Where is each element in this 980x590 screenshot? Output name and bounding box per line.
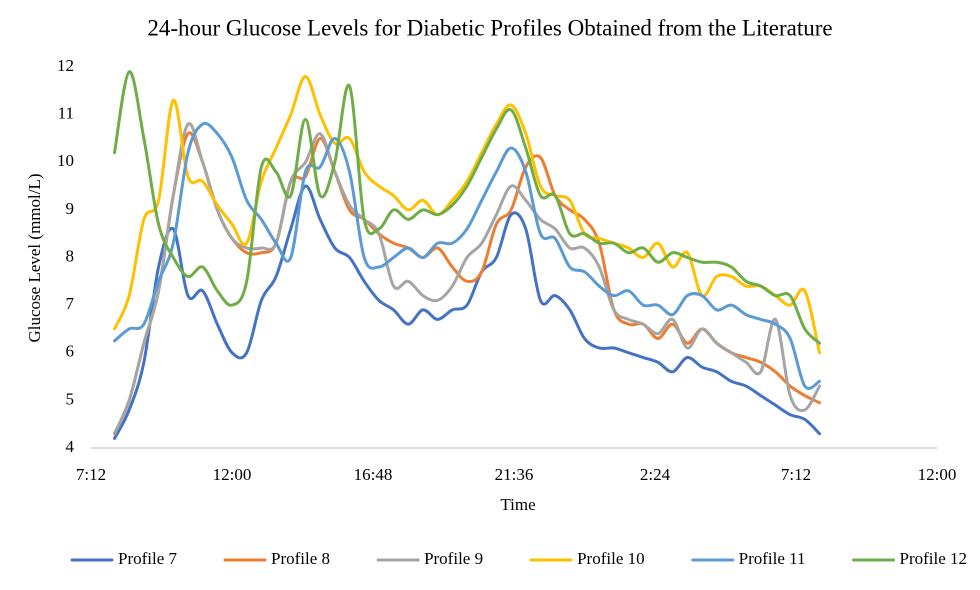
chart-title: 24-hour Glucose Levels for Diabetic Prof… <box>147 15 832 40</box>
legend-label: Profile 12 <box>900 549 968 568</box>
y-tick-label: 8 <box>66 246 75 265</box>
y-tick-label: 6 <box>66 342 75 361</box>
legend-label: Profile 7 <box>118 549 178 568</box>
y-tick-label: 11 <box>58 104 74 123</box>
legend-label: Profile 9 <box>424 549 483 568</box>
line <box>113 121 821 390</box>
x-tick-label: 12:00 <box>213 465 252 484</box>
x-tick-label: 12:00 <box>918 465 957 484</box>
y-tick-label: 10 <box>57 151 74 170</box>
y-tick-label: 5 <box>66 389 75 408</box>
y-tick-label: 7 <box>66 294 75 313</box>
x-tick-label: 7:12 <box>781 465 811 484</box>
y-tick-label: 9 <box>66 199 75 218</box>
y-axis-label: Glucose Level (mmol/L) <box>25 173 44 342</box>
x-axis-label: Time <box>500 495 535 514</box>
line <box>113 70 821 345</box>
legend-label: Profile 11 <box>739 549 806 568</box>
y-tick-label: 12 <box>57 56 74 75</box>
line <box>113 122 821 436</box>
x-tick-label: 7:12 <box>76 465 106 484</box>
y-tick-label: 4 <box>66 437 75 456</box>
legend-label: Profile 10 <box>577 549 645 568</box>
x-tick-label: 2:24 <box>640 465 671 484</box>
legend-label: Profile 8 <box>271 549 330 568</box>
x-tick-label: 21:36 <box>495 465 534 484</box>
line <box>113 184 821 440</box>
x-tick-label: 16:48 <box>354 465 393 484</box>
